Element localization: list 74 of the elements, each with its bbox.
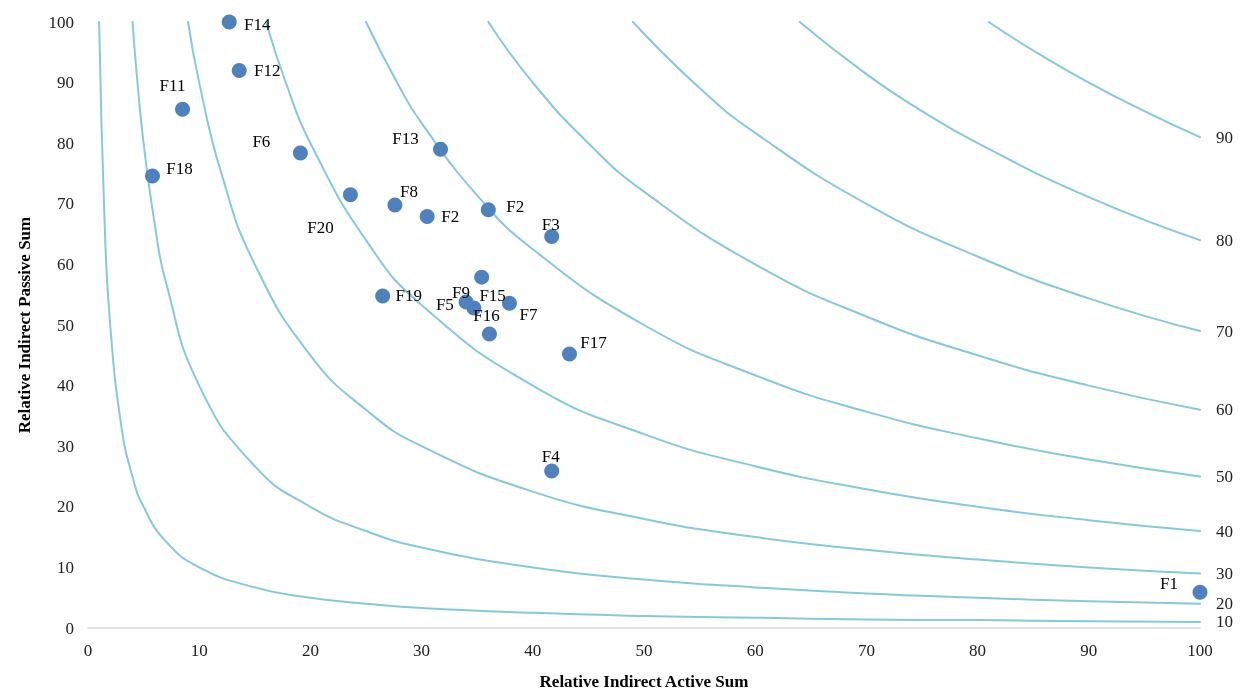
x-tick-label: 100 [1187,641,1213,660]
point [433,141,448,157]
series-label: 30 [1216,563,1233,583]
series-label: 10 [1216,612,1233,632]
y-tick-label: 30 [57,436,74,456]
annotation: F3 [541,215,560,235]
point [292,145,308,161]
point [387,197,403,213]
point [231,62,247,78]
y-axis-title: Relative Indirect Passive Sum [15,216,34,434]
x-tick-label: 50 [635,641,653,660]
series-label: 70 [1216,321,1233,341]
annotation: F4 [541,446,561,466]
annotation: F15 [479,285,506,305]
annotation: F8 [399,181,418,201]
y-tick-label: 70 [57,194,74,214]
point [544,229,560,245]
series-label: 20 [1216,594,1233,614]
y-tick-label: 50 [57,315,74,335]
annotation: F1 [1160,573,1178,593]
point [481,326,497,342]
annotation: F12 [254,60,281,80]
x-tick-label: 10 [190,641,208,660]
point [221,14,237,30]
annotation: F13 [392,128,419,148]
point [544,463,560,479]
x-tick-label: 30 [413,641,431,660]
annotation: F16 [473,305,500,325]
annotation: F20 [307,218,334,238]
x-tick-label: 80 [969,641,987,660]
series-label: 80 [1216,230,1233,250]
y-tick-label: 40 [57,376,74,396]
x-axis-title: Relative Indirect Active Sum [539,672,749,691]
annotation: F14 [243,14,271,34]
x-tick-label: 60 [746,641,764,660]
y-tick-label: 10 [57,557,74,577]
annotation: F11 [159,75,186,95]
annotation: F17 [580,332,608,352]
series-label: 50 [1216,467,1233,486]
x-tick-label: 20 [301,641,319,660]
line-series [798,21,1201,242]
annotation: F18 [166,159,193,179]
point [342,187,358,203]
point [419,209,435,225]
series-label: 40 [1216,521,1233,541]
y-tick-label: 90 [57,73,74,93]
line-series [631,21,1201,333]
annotation: F2 [506,197,525,217]
point [1192,584,1208,600]
y-tick-label: 80 [57,133,74,153]
y-tick-label: 20 [57,497,74,517]
point [562,346,577,362]
x-tick-label: 90 [1080,641,1098,660]
annotation: F6 [252,132,271,152]
y-tick-label: 100 [48,12,74,32]
x-tick-label: 0 [83,641,93,660]
series-label: 60 [1216,400,1233,420]
annotation: F2 [441,207,460,227]
y-tick-label: 60 [57,254,74,274]
series-label: 90 [1216,127,1233,147]
line-series [365,21,1201,478]
point [375,288,391,304]
annotation: F9 [452,283,471,303]
x-tick-label: 40 [524,641,542,660]
point [145,168,160,184]
point [474,269,490,285]
x-tick-label: 70 [857,641,875,660]
annotation: F19 [395,286,422,306]
point [480,202,496,218]
annotation: F5 [435,294,454,314]
line-series [987,21,1201,139]
point [175,101,191,117]
y-tick-label: 0 [65,618,74,638]
annotation: F7 [519,304,538,324]
